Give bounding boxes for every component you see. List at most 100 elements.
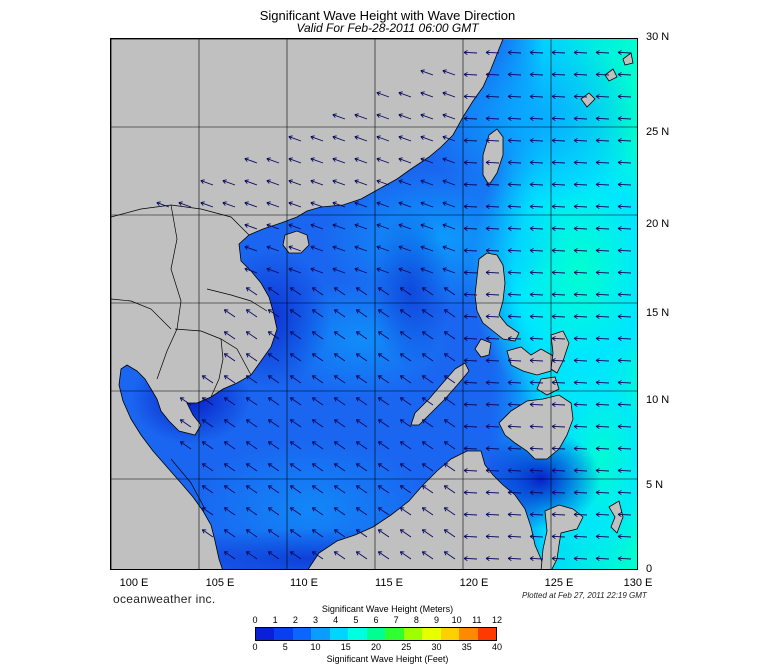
colorbar-meter-tick: 3	[312, 615, 318, 625]
wave-direction-arrow	[551, 556, 566, 561]
wave-direction-arrow	[355, 463, 368, 472]
wave-direction-arrow	[245, 529, 258, 538]
wave-direction-arrow	[332, 201, 346, 208]
wave-direction-arrow	[376, 157, 390, 164]
wave-direction-arrow	[595, 512, 610, 517]
wave-direction-arrow	[443, 551, 456, 560]
wave-direction-arrow	[222, 179, 236, 186]
wave-direction-arrow	[595, 424, 610, 429]
wave-direction-arrow	[223, 331, 236, 340]
wave-direction-arrow	[377, 309, 390, 318]
colorbar-swatch	[256, 628, 275, 640]
wave-direction-arrow	[529, 116, 544, 121]
colorbar-feet-tick: 35	[461, 642, 472, 652]
wave-direction-arrow	[223, 507, 236, 516]
wave-direction-arrow	[266, 245, 280, 252]
wave-direction-arrow	[551, 160, 566, 165]
wave-direction-arrow	[507, 556, 522, 561]
wave-direction-arrow	[551, 424, 566, 429]
wave-direction-arrow	[551, 358, 566, 363]
colorbar-meter-tick: 6	[373, 615, 379, 625]
wave-direction-arrow	[595, 138, 610, 143]
wave-direction-arrow	[573, 292, 588, 297]
halmahera-island	[608, 500, 624, 534]
wave-direction-arrow	[529, 446, 544, 451]
wave-direction-arrow	[485, 446, 500, 451]
colorbar-swatch	[403, 628, 423, 640]
wave-direction-arrow	[573, 116, 588, 121]
wave-direction-arrow	[399, 463, 412, 472]
wave-direction-arrow	[398, 113, 412, 120]
wave-direction-arrow	[463, 50, 478, 55]
wave-direction-arrow	[595, 358, 610, 363]
wave-direction-arrow	[463, 160, 478, 165]
plotted-timestamp: Plotted at Feb 27, 2011 22:19 GMT	[522, 591, 647, 600]
wave-direction-arrow	[244, 267, 258, 274]
wave-direction-arrow	[223, 529, 236, 538]
wave-direction-arrow	[507, 512, 522, 517]
wave-direction-arrow	[617, 446, 632, 451]
wave-direction-arrow	[266, 223, 280, 230]
wave-direction-arrow	[245, 331, 258, 340]
wave-direction-arrow	[507, 314, 522, 319]
wave-direction-arrow	[421, 397, 434, 406]
wave-direction-arrow	[595, 292, 610, 297]
wave-direction-arrow	[463, 468, 478, 473]
wave-direction-arrow	[573, 556, 588, 561]
wave-direction-arrow	[310, 179, 324, 186]
wave-direction-arrow	[485, 402, 500, 407]
wave-direction-arrow	[310, 245, 324, 252]
wave-direction-arrow	[311, 507, 324, 516]
wave-direction-arrow	[421, 485, 434, 494]
wave-direction-arrow	[288, 245, 302, 252]
wave-direction-arrow	[376, 201, 390, 208]
wave-direction-arrow	[420, 157, 434, 164]
wave-direction-arrow	[223, 551, 236, 560]
wave-direction-arrow	[355, 441, 368, 450]
wave-direction-arrow	[289, 331, 302, 340]
colorbar-meter-tick: 8	[413, 615, 419, 625]
wave-direction-arrow	[551, 248, 566, 253]
wave-direction-arrow	[507, 336, 522, 341]
wave-direction-arrow	[595, 248, 610, 253]
wave-direction-arrow	[355, 331, 368, 340]
wave-direction-arrow	[485, 248, 500, 253]
map-svg	[111, 39, 637, 569]
wave-direction-arrow	[529, 50, 544, 55]
wave-direction-arrow	[551, 270, 566, 275]
wave-direction-arrow	[377, 529, 390, 538]
wave-direction-arrow	[377, 397, 390, 406]
wave-direction-arrow	[463, 556, 478, 561]
wave-direction-arrow	[573, 248, 588, 253]
wave-direction-arrow	[201, 375, 214, 384]
wave-direction-arrow	[529, 358, 544, 363]
wave-direction-arrow	[529, 512, 544, 517]
wave-direction-arrow	[398, 135, 412, 142]
map-title: Significant Wave Height with Wave Direct…	[259, 8, 516, 23]
wave-direction-arrow	[311, 309, 324, 318]
wave-direction-arrow	[311, 463, 324, 472]
wave-direction-arrow	[266, 157, 280, 164]
wave-direction-arrow	[595, 182, 610, 187]
colorbar-feet-tick: 25	[401, 642, 412, 652]
wave-direction-arrow	[507, 446, 522, 451]
wave-direction-arrow	[443, 529, 456, 538]
wave-direction-arrow	[399, 353, 412, 362]
wave-direction-arrow	[443, 463, 456, 472]
visayas-islands	[474, 338, 560, 396]
wave-direction-arrow	[311, 529, 324, 538]
wave-direction-arrow	[311, 441, 324, 450]
wave-direction-arrow	[354, 113, 368, 120]
wave-direction-arrow	[200, 201, 214, 208]
wave-direction-arrow	[332, 179, 346, 186]
wave-direction-arrow	[617, 182, 632, 187]
wave-direction-arrow	[354, 245, 368, 252]
wave-direction-arrow	[267, 441, 280, 450]
wave-direction-arrow	[398, 223, 412, 230]
wave-direction-arrow	[267, 375, 280, 384]
wave-direction-arrow	[507, 270, 522, 275]
colorbar-feet-tick: 20	[370, 642, 381, 652]
wave-direction-arrow	[551, 336, 566, 341]
colorbar-swatch	[292, 628, 312, 640]
lat-label-0: 0	[646, 563, 653, 575]
